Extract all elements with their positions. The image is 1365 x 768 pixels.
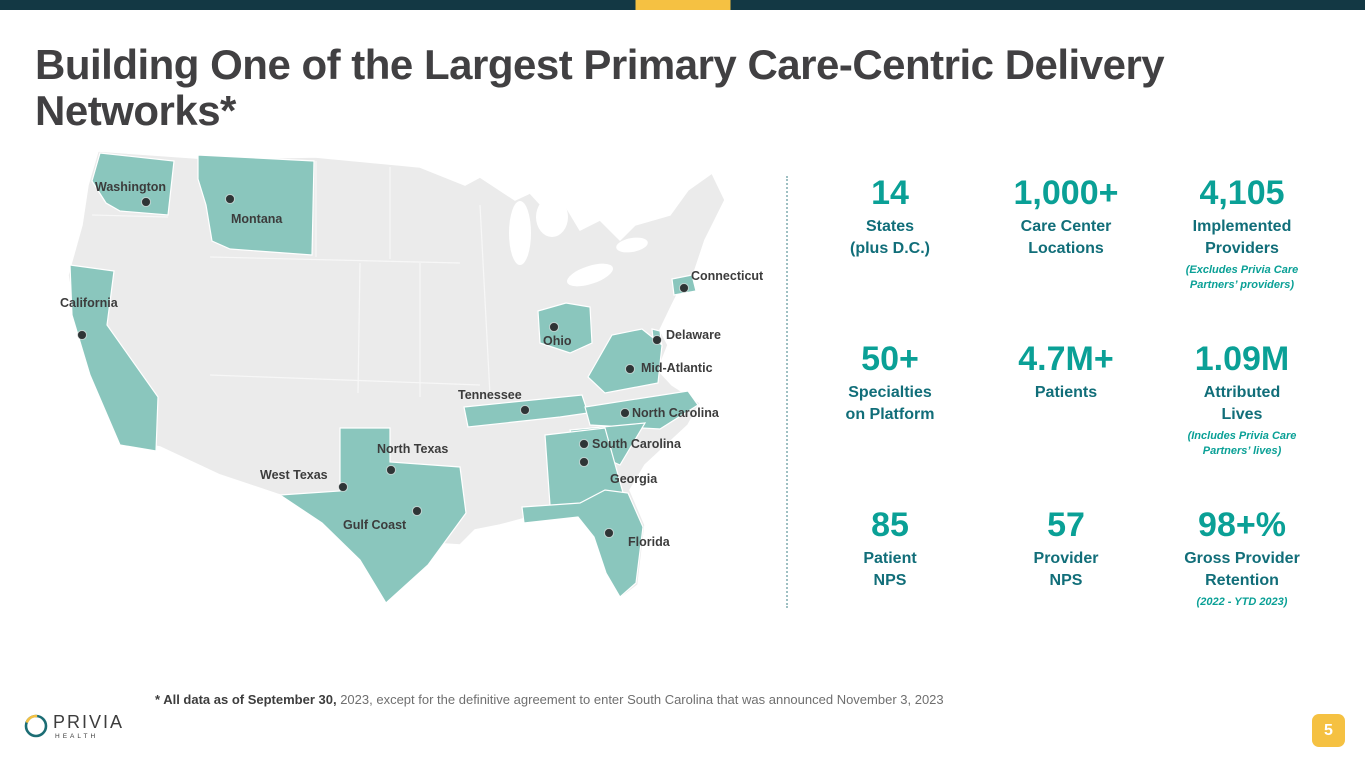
marker-ohio [549,322,559,332]
footnote: * All data as of September 30, 2023, exc… [155,692,944,707]
stat-provider-nps: 57 Provider NPS [978,506,1154,610]
footnote-rest: 2023, except for the definitive agreemen… [336,692,944,707]
map-label-tennessee: Tennessee [458,388,522,402]
top-bar-accent [635,0,730,10]
stat-attributed-lives-note: (Includes Privia Care Partners’ lives) [1187,430,1297,458]
privia-logo-icon [24,714,48,738]
top-bar [0,0,1365,10]
map-label-georgia: Georgia [610,472,658,486]
page-title: Building One of the Largest Primary Care… [35,41,1165,135]
privia-logo: PRIVIA HEALTH [22,712,124,740]
map-label-washington: Washington [95,180,167,194]
state-washington [91,152,175,216]
stat-patient-nps-value: 85 [871,506,909,544]
stat-gross-retention-label: Gross Provider Retention [1184,549,1300,590]
stat-specialties-label: Specialties on Platform [845,383,935,424]
stat-states: 14 States (plus D.C.) [802,174,978,342]
marker-mid-atlantic [625,364,635,374]
marker-georgia [579,457,589,467]
map-label-delaware: Delaware [666,328,721,342]
marker-montana [225,194,235,204]
stat-states-value: 14 [871,174,909,212]
us-map-svg [67,150,726,605]
map-label-west-texas: West Texas [260,468,328,482]
stat-attributed-lives-value: 1.09M [1194,340,1290,378]
stat-implemented-providers-label: Implemented Providers [1192,217,1292,258]
map-label-south-carolina: South Carolina [592,437,681,451]
map-label-mid-atlantic: Mid-Atlantic [641,361,713,375]
stat-attributed-lives: 1.09M Attributed Lives (Includes Privia … [1154,340,1330,508]
stat-gross-retention: 98+% Gross Provider Retention (2022 - YT… [1154,506,1330,610]
marker-connecticut [679,283,689,293]
stat-specialties-value: 50+ [861,340,919,378]
stat-provider-nps-label: Provider NPS [1033,549,1099,590]
stat-attributed-lives-label: Attributed Lives [1203,383,1281,424]
footnote-bold: * All data as of September 30, [155,692,337,707]
marker-tennessee [520,405,530,415]
marker-california [77,330,87,340]
page-number-badge: 5 [1312,714,1345,747]
state-texas [278,427,467,604]
stat-provider-nps-value: 57 [1047,506,1085,544]
stat-patients-value: 4.7M+ [1018,340,1114,378]
marker-south-carolina [579,439,589,449]
stat-care-centers-label: Care Center Locations [1020,217,1112,258]
stat-patients: 4.7M+ Patients [978,340,1154,508]
stat-patient-nps: 85 Patient NPS [802,506,978,610]
state-mid-atlantic [587,328,663,394]
great-lakes [509,197,648,287]
map-label-north-texas: North Texas [377,442,449,456]
state-florida [521,489,644,598]
marker-delaware [652,335,662,345]
logo-name: PRIVIA [53,711,125,732]
stat-patients-label: Patients [1034,383,1098,401]
location-markers [77,194,689,538]
stat-care-centers-value: 1,000+ [1013,174,1119,212]
stat-specialties: 50+ Specialties on Platform [802,340,978,508]
us-map: Washington Montana California Ohio Conne… [60,145,763,615]
stat-gross-retention-value: 98+% [1198,506,1286,544]
state-montana [197,154,315,256]
map-label-montana: Montana [231,212,283,226]
marker-washington [141,197,151,207]
marker-north-carolina [620,408,630,418]
dotted-divider [786,176,788,608]
stat-patient-nps-label: Patient NPS [863,549,917,590]
stat-gross-retention-note: (2022 - YTD 2023) [1196,596,1288,609]
map-label-gulf-coast: Gulf Coast [343,518,407,532]
stat-states-label: States (plus D.C.) [850,217,930,258]
map-label-california: California [60,296,118,310]
marker-florida [604,528,614,538]
marker-north-texas [386,465,396,475]
map-label-florida: Florida [628,535,670,549]
highlighted-states [69,152,699,604]
marker-west-texas [338,482,348,492]
logo-sub: HEALTH [55,732,99,740]
map-label-connecticut: Connecticut [691,269,764,283]
stats-grid: 14 States (plus D.C.) 1,000+ Care Center… [802,174,1330,610]
stat-care-centers: 1,000+ Care Center Locations [978,174,1154,342]
stat-implemented-providers-note: (Excludes Privia Care Partners’ provider… [1185,264,1299,292]
map-label-north-carolina: North Carolina [632,406,719,420]
map-label-ohio: Ohio [543,334,572,348]
state-north-carolina [584,390,699,430]
stat-implemented-providers-value: 4,105 [1199,174,1285,212]
marker-gulf-coast [412,506,422,516]
state-borders [91,161,491,397]
stat-implemented-providers: 4,105 Implemented Providers (Excludes Pr… [1154,174,1330,342]
state-ohio [537,302,593,354]
